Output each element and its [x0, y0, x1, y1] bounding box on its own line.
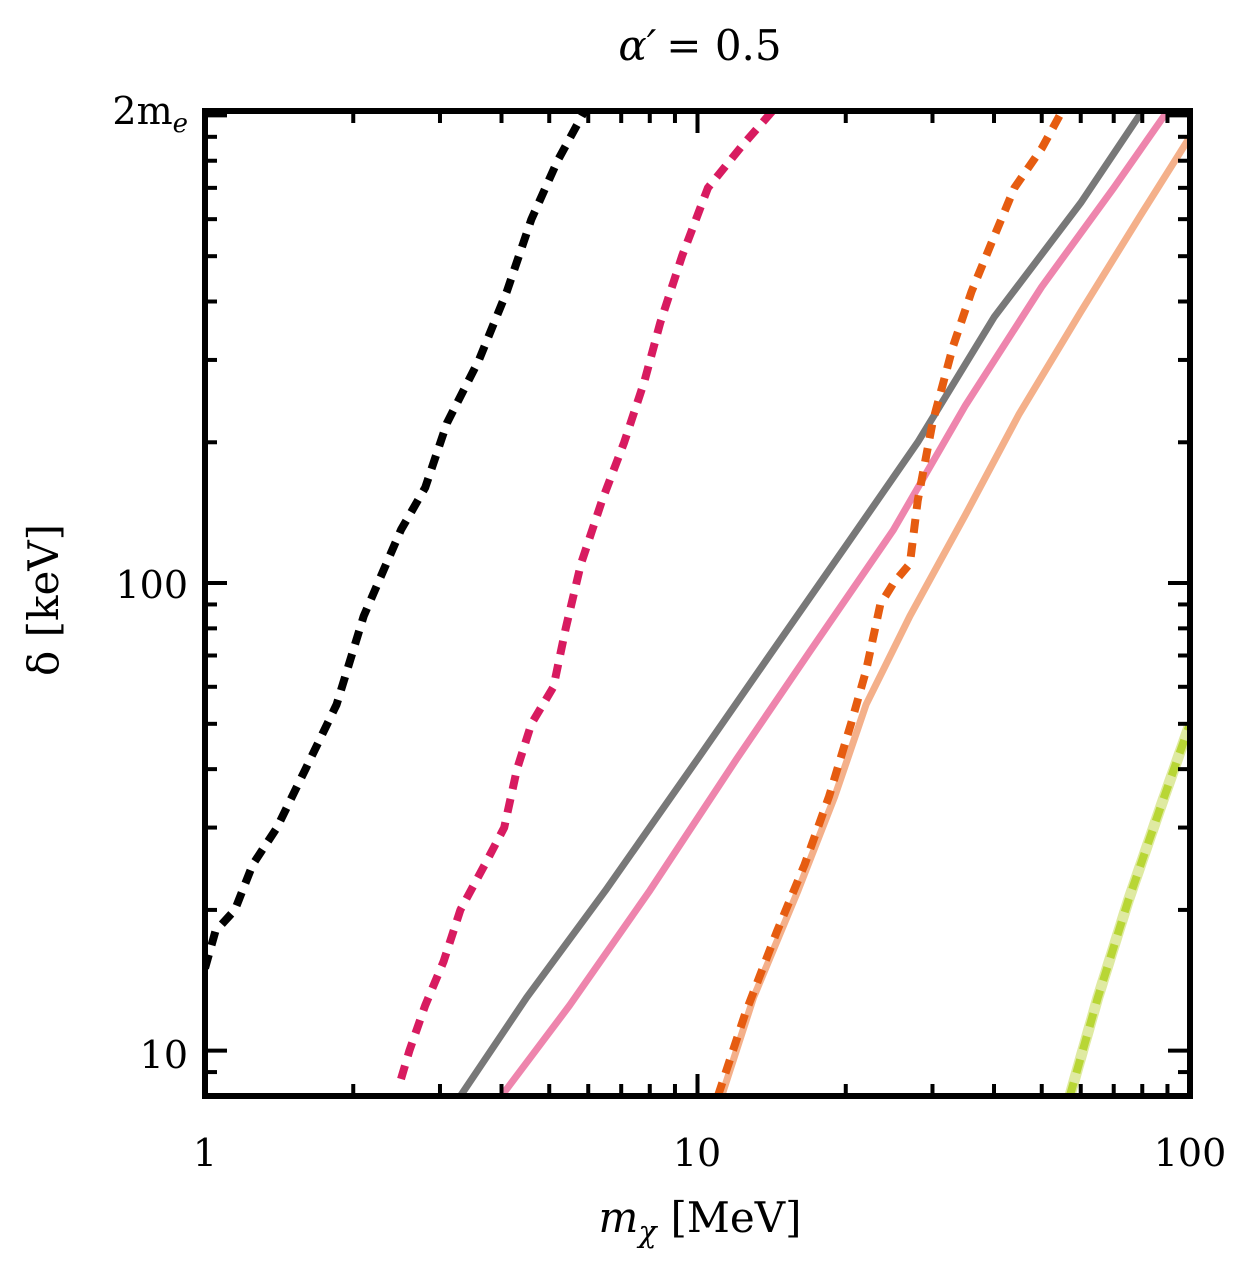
series-line-orange-dashed	[714, 111, 1066, 1096]
x-tick-label-10: 10	[673, 1131, 721, 1175]
chart-title: α′ = 0.5	[618, 21, 781, 70]
series-line-lime-dashed	[1065, 722, 1190, 1096]
x-tick-label-100: 100	[1154, 1131, 1227, 1175]
series-layer	[205, 111, 1190, 1096]
x-tick-label-1: 1	[193, 1131, 217, 1175]
series-line-gray-solid	[457, 111, 1146, 1096]
y-tick-label-2me: 2me	[112, 89, 188, 139]
series-line-pink-solid	[498, 111, 1171, 1096]
series-line-crimson-dashed	[397, 111, 776, 1081]
series-line-peach-solid	[718, 134, 1190, 1096]
y-tick-label-100: 100	[115, 563, 188, 607]
y-tick-label-10: 10	[140, 1033, 188, 1077]
series-line-black-dashed	[205, 111, 589, 970]
y-axis-label: δ [keV]	[19, 524, 68, 676]
tick-layer	[205, 111, 1190, 1096]
x-axis-label: mχ [MeV]	[599, 1193, 802, 1250]
